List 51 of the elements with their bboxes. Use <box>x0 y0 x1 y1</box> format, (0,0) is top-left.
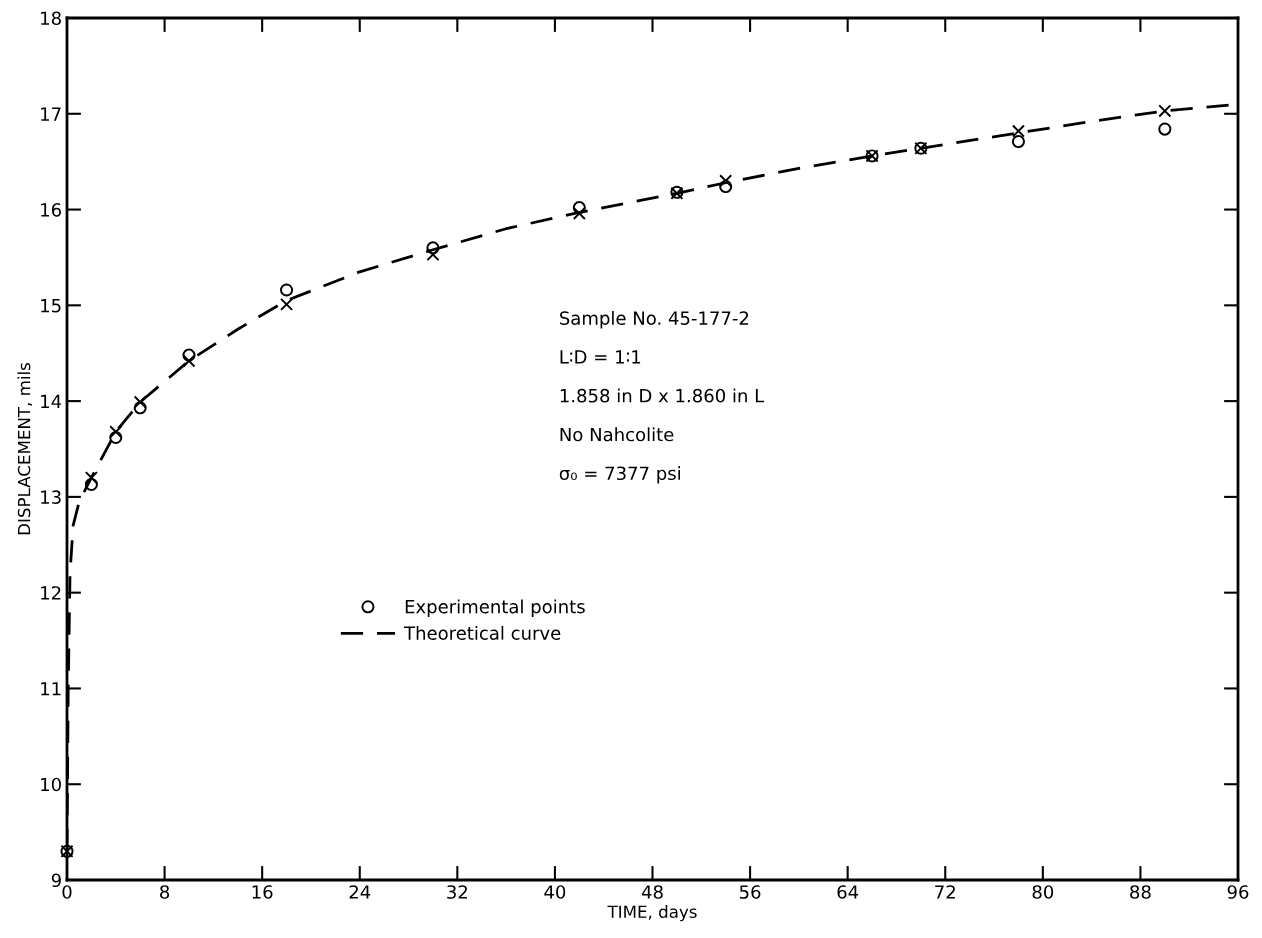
x-tick-label: 24 <box>349 885 371 899</box>
x-tick-label: 0 <box>62 885 72 899</box>
y-tick-label: 15 <box>41 299 61 313</box>
x-tick-label: 80 <box>1032 885 1054 899</box>
point <box>719 180 733 194</box>
legend-label: Theoretical curve <box>404 625 561 640</box>
x-tick-label: 40 <box>544 885 566 899</box>
x-tick-label: 48 <box>641 885 663 899</box>
y-tick-label: 10 <box>41 777 61 792</box>
x-tick-label: 64 <box>837 885 859 899</box>
point <box>182 354 196 368</box>
point <box>182 348 196 362</box>
point <box>133 395 147 409</box>
y-tick-label: 9 <box>51 873 61 888</box>
legend-label: Experimental points <box>405 599 585 617</box>
point <box>280 283 294 297</box>
point <box>426 248 440 262</box>
point <box>109 430 123 445</box>
x-tick-label: 96 <box>1227 885 1249 899</box>
x-tick-label: 32 <box>447 885 468 899</box>
x-axis-title: TIME, days <box>607 905 697 922</box>
point <box>133 401 147 415</box>
annotation: Sample No. 45-177-2 <box>560 310 749 329</box>
point <box>280 297 294 311</box>
point <box>84 477 98 491</box>
annotation: No Nahcolite <box>560 427 674 442</box>
x-tick-label: 88 <box>1130 885 1151 899</box>
annotation: 1.858 in D x 1.860 in L <box>560 388 765 403</box>
point <box>1158 122 1172 136</box>
y-tick-label: 14 <box>41 394 62 408</box>
annotation: σ₀ = 7377 psi <box>559 466 680 484</box>
y-axis-title: DISPLACEMENT, mils <box>17 362 33 535</box>
x-tick-label: 72 <box>935 885 955 899</box>
point <box>1011 124 1025 138</box>
y-tick-label: 16 <box>41 203 61 217</box>
point <box>719 174 733 188</box>
point <box>109 425 123 439</box>
x-tick-label: 16 <box>252 885 273 899</box>
point <box>426 241 440 255</box>
x-tick-label: 8 <box>160 885 170 899</box>
y-tick-label: 17 <box>41 107 61 121</box>
annotation: L∶D = 1∶1 <box>560 350 641 364</box>
y-tick-label: 12 <box>41 586 61 600</box>
point <box>572 206 586 220</box>
x-tick-label: 56 <box>739 885 761 899</box>
y-tick-label: 18 <box>41 11 61 26</box>
point <box>1011 135 1025 149</box>
point <box>1158 104 1172 118</box>
y-tick-label: 13 <box>41 490 61 505</box>
y-tick-label: 11 <box>41 682 61 696</box>
point <box>572 201 586 215</box>
